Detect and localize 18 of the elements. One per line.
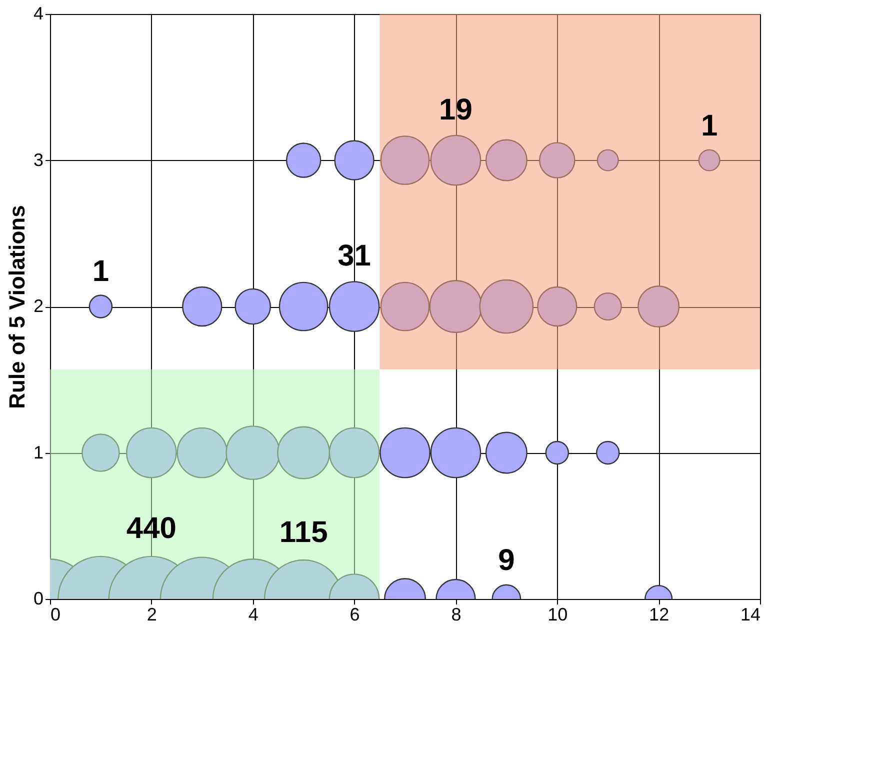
x-tick-label: 12	[649, 604, 670, 624]
annotation: 9	[498, 544, 515, 578]
x-tick-label: 0	[50, 604, 61, 624]
y-axis-title: Rule of 5 Violations	[4, 205, 30, 409]
x-tick-label: 4	[248, 604, 258, 624]
x-tick-label: 2	[146, 604, 157, 624]
y-tick-label: 0	[33, 588, 44, 608]
x-tick-label: 8	[451, 604, 462, 624]
y-tick-label: 2	[33, 296, 44, 316]
y-tick-label: 3	[33, 150, 44, 170]
annotation: 440	[126, 512, 176, 545]
x-tick-label: 14	[740, 604, 760, 624]
annotation: 1	[92, 254, 110, 288]
x-tick-label: 6	[350, 604, 360, 624]
annotation: 115	[279, 516, 328, 550]
y-tick-label: 4	[33, 4, 44, 24]
y-tick-label: 1	[33, 442, 44, 462]
x-tick-label: 10	[548, 604, 568, 624]
